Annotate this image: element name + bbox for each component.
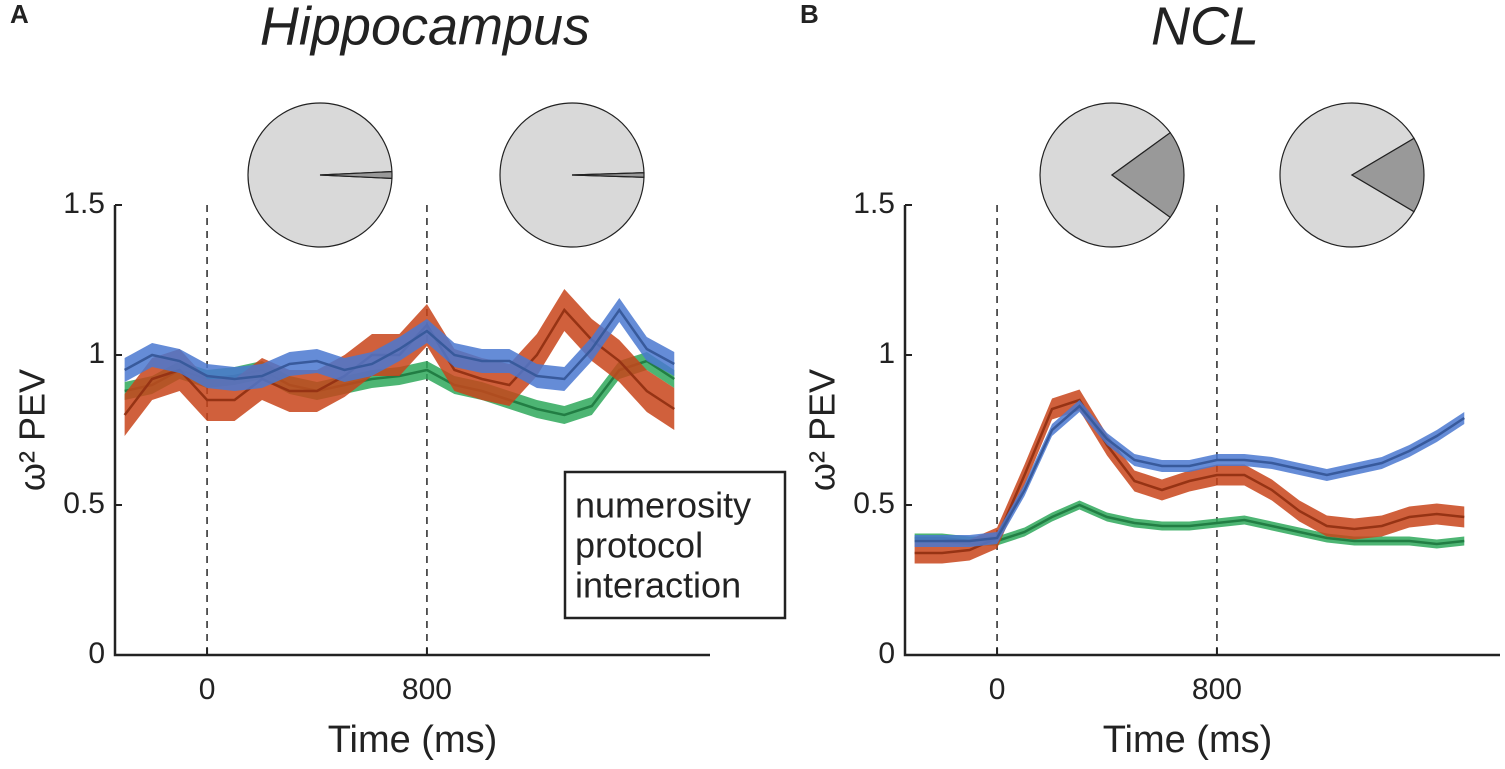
error-band: [124, 289, 675, 436]
y-tick-label: 1.5: [63, 187, 105, 220]
pie-slice: [319, 170, 393, 180]
legend-entry: interaction: [575, 565, 741, 606]
legend-entry: protocol: [575, 525, 703, 566]
error-band: [124, 298, 675, 391]
axes: [903, 205, 1500, 657]
pie-slice: [1110, 131, 1185, 219]
series-line: [914, 404, 1465, 543]
y-tick-label: 0: [878, 637, 895, 670]
error-band: [914, 400, 1465, 547]
y-tick-label: 0.5: [63, 487, 105, 520]
x-tick-label: 0: [989, 673, 1006, 706]
pie-slice: [571, 172, 645, 178]
y-tick-label: 1: [88, 337, 105, 370]
series-line: [914, 503, 1465, 546]
y-tick-label: 0: [88, 637, 105, 670]
x-tick-label: 800: [1192, 673, 1242, 706]
y-axis-label: ω² PEV: [12, 369, 53, 491]
y-tick-label: 1.5: [853, 187, 895, 220]
legend-entry: numerosity: [575, 485, 751, 526]
legend-box: [563, 470, 787, 620]
error-band: [914, 389, 1465, 564]
pie-slice: [247, 102, 393, 248]
chart-title: NCL: [1151, 0, 1259, 56]
x-tick-label: 0: [199, 673, 216, 706]
x-tick-label: 800: [402, 673, 452, 706]
y-tick-label: 1: [878, 337, 895, 370]
series-line: [124, 307, 675, 381]
y-axis-label: ω² PEV: [802, 369, 843, 491]
panel-label: A: [10, 0, 29, 29]
x-axis-label: Time (ms): [328, 719, 498, 761]
y-tick-label: 0.5: [853, 487, 895, 520]
x-axis-label: Time (ms): [1103, 719, 1273, 761]
panel-label: B: [800, 0, 819, 29]
pie-slice: [1279, 102, 1415, 248]
chart-title: Hippocampus: [260, 0, 590, 56]
pie-slice: [1350, 137, 1425, 213]
axes: [113, 205, 710, 657]
pie-slice: [1039, 102, 1172, 248]
